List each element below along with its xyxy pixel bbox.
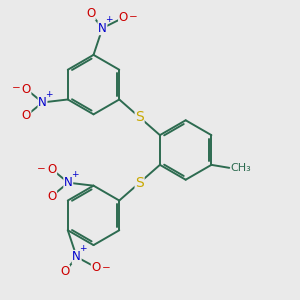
Text: S: S	[135, 176, 144, 190]
Text: +: +	[71, 170, 79, 179]
Text: O: O	[60, 266, 69, 278]
Text: O: O	[47, 163, 56, 176]
Text: N: N	[72, 250, 81, 263]
Text: CH₃: CH₃	[231, 163, 251, 173]
Text: N: N	[38, 96, 47, 109]
Text: O: O	[92, 261, 100, 274]
Text: −: −	[37, 164, 46, 174]
Text: O: O	[22, 82, 31, 96]
Text: N: N	[64, 176, 73, 189]
Text: O: O	[22, 109, 31, 122]
Text: O: O	[47, 190, 56, 202]
Text: S: S	[135, 110, 144, 124]
Text: −: −	[11, 83, 20, 94]
Text: +: +	[80, 244, 87, 253]
Text: O: O	[86, 7, 95, 20]
Text: −: −	[102, 263, 111, 273]
Text: N: N	[98, 22, 107, 34]
Text: −: −	[129, 12, 138, 22]
Text: +: +	[45, 90, 53, 99]
Text: O: O	[118, 11, 128, 24]
Text: +: +	[105, 15, 113, 24]
